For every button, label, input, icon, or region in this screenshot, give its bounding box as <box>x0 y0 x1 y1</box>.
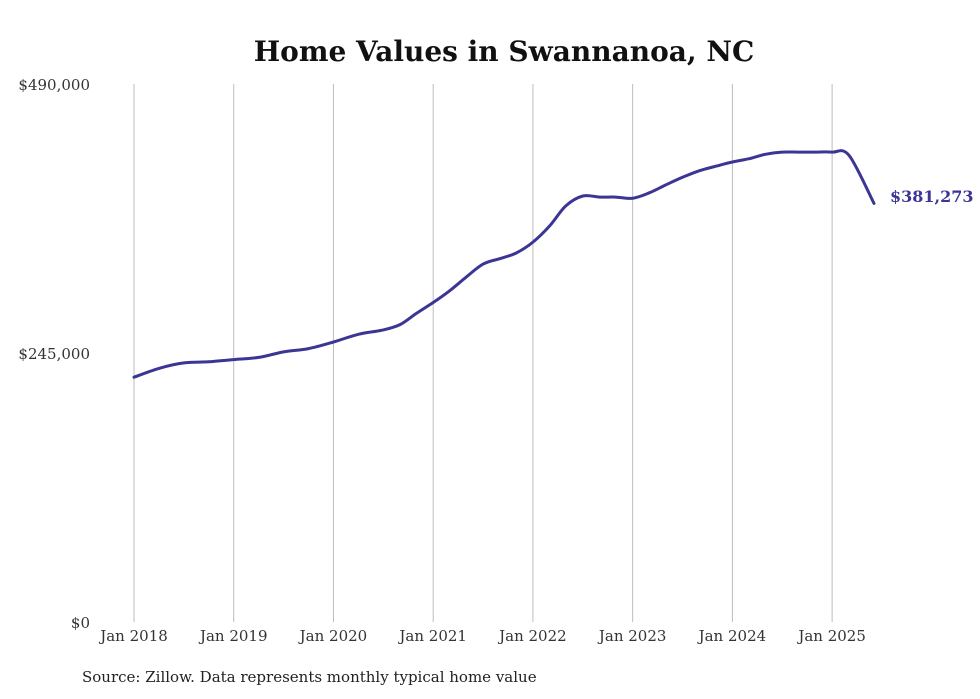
y-tick-label-0: $0 <box>71 614 90 632</box>
x-tick-label-1: Jan 2019 <box>198 627 268 645</box>
y-axis-tick-labels: $0 $245,000 $490,000 <box>18 76 90 632</box>
x-axis-tick-labels: Jan 2018 Jan 2019 Jan 2020 Jan 2021 Jan 2022… <box>98 627 866 645</box>
chart-title: Home Values in Swannanoa, NC <box>254 35 755 68</box>
y-tick-label-1: $245,000 <box>18 345 90 363</box>
latest-value-label: $381,273 <box>890 187 974 206</box>
x-tick-label-3: Jan 2021 <box>397 627 467 645</box>
x-tick-label-0: Jan 2018 <box>98 627 168 645</box>
source-note: Source: Zillow. Data represents monthly … <box>82 668 537 686</box>
y-tick-label-2: $490,000 <box>18 76 90 94</box>
x-tick-label-5: Jan 2023 <box>597 627 667 645</box>
home-value-series-line <box>132 149 876 379</box>
x-tick-label-7: Jan 2025 <box>796 627 866 645</box>
x-tick-label-6: Jan 2024 <box>697 627 767 645</box>
x-tick-label-2: Jan 2020 <box>298 627 368 645</box>
x-tick-label-4: Jan 2022 <box>497 627 567 645</box>
vertical-gridlines <box>133 84 833 622</box>
